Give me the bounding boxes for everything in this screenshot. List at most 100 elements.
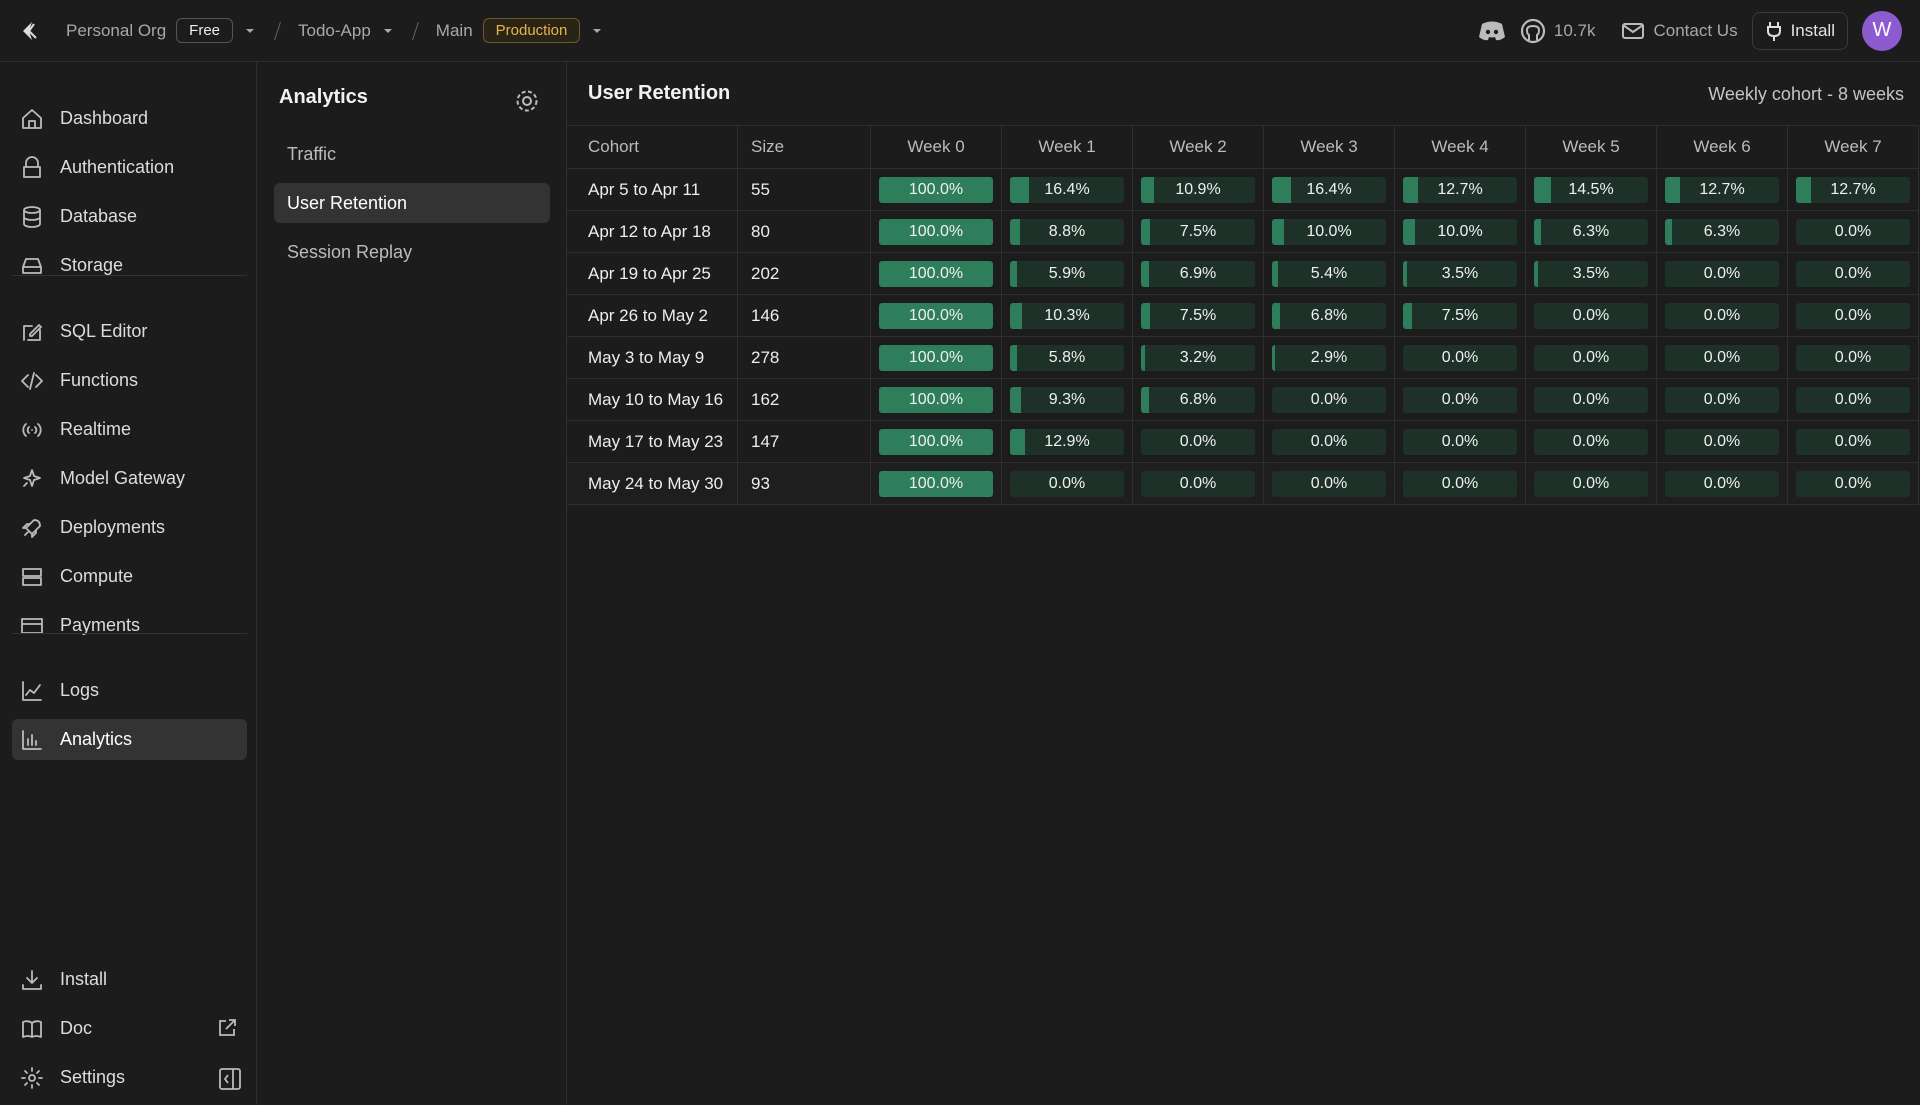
retention-cell: 0.0% <box>1395 379 1526 421</box>
retention-track: 0.0% <box>1665 260 1779 287</box>
retention-cell: 2.9% <box>1264 337 1395 379</box>
retention-cell: 9.3% <box>1002 379 1133 421</box>
nav-label: Doc <box>60 1018 93 1038</box>
retention-label: 0.0% <box>1441 348 1479 366</box>
retention-label: 12.9% <box>1044 432 1090 450</box>
retention-track: 100.0% <box>879 344 993 371</box>
nav-item[interactable]: Storage <box>12 245 247 286</box>
logo[interactable] <box>18 19 42 43</box>
nav-item[interactable]: SQL Editor <box>12 311 247 352</box>
nav-item[interactable]: Deployments <box>12 507 247 548</box>
retention-label: 6.3% <box>1703 222 1741 240</box>
retention-label: 0.0% <box>1441 432 1479 450</box>
breadcrumbs: Personal Org Free Todo-App Main Producti… <box>0 18 1478 43</box>
nav-item[interactable]: Payments <box>12 605 247 646</box>
contact-link[interactable]: Contact Us <box>1621 21 1738 41</box>
retention-track: 16.4% <box>1272 176 1386 203</box>
retention-label: 16.4% <box>1044 180 1090 198</box>
retention-cell: 0.0% <box>1133 463 1264 505</box>
nav-item[interactable]: Compute <box>12 556 247 597</box>
panel-item[interactable]: Traffic <box>287 143 337 164</box>
branch-name[interactable]: Main <box>435 20 473 40</box>
retention-cell: 5.8% <box>1002 337 1133 379</box>
retention-track: 14.5% <box>1534 176 1648 203</box>
divider <box>12 633 247 634</box>
retention-label: 0.0% <box>1572 390 1610 408</box>
retention-bar <box>1010 386 1021 413</box>
nav-item[interactable]: Functions <box>12 360 247 401</box>
retention-track: 12.7% <box>1403 176 1517 203</box>
retention-track: 100.0% <box>879 428 993 455</box>
nav-item[interactable]: Realtime <box>12 409 247 450</box>
dropdown[interactable] <box>381 24 395 38</box>
nav-item[interactable]: Doc <box>12 1008 247 1049</box>
retention-label: 7.5% <box>1179 222 1217 240</box>
panel-item[interactable]: User Retention <box>274 183 550 223</box>
retention-track: 0.0% <box>1534 428 1648 455</box>
column-header: Week 0 <box>871 126 1002 169</box>
retention-label: 14.5% <box>1568 180 1614 198</box>
nav-item[interactable]: Install <box>12 959 247 1000</box>
nav-icon <box>21 371 43 390</box>
retention-cell: 100.0% <box>871 211 1002 253</box>
collapse-icon[interactable] <box>218 1067 242 1091</box>
retention-track: 0.0% <box>1796 260 1910 287</box>
retention-label: 0.0% <box>1834 474 1872 492</box>
retention-label: 100.0% <box>908 180 964 198</box>
top-bar: Personal Org Free Todo-App Main Producti… <box>0 0 1920 62</box>
nav-label: Analytics <box>60 729 133 749</box>
nav-item[interactable]: Model Gateway <box>12 458 247 499</box>
retention-track: 0.0% <box>1272 386 1386 413</box>
nav-item[interactable]: Dashboard <box>12 98 247 139</box>
settings-icon[interactable] <box>514 88 540 114</box>
install-button[interactable]: Install <box>1751 11 1848 50</box>
retention-cell: 12.7% <box>1395 169 1526 211</box>
retention-track: 0.0% <box>1796 386 1910 413</box>
retention-cell: 100.0% <box>871 337 1002 379</box>
retention-track: 10.0% <box>1272 218 1386 245</box>
nav-item[interactable]: Analytics <box>12 719 247 760</box>
nav-label: Model Gateway <box>60 468 186 488</box>
dropdown[interactable] <box>243 24 257 38</box>
retention-bar <box>1272 218 1284 245</box>
retention-track: 0.0% <box>1403 386 1517 413</box>
dropdown[interactable] <box>590 24 604 38</box>
nav-label: Compute <box>60 566 134 586</box>
project-name[interactable]: Todo-App <box>298 20 371 40</box>
retention-bar <box>1534 176 1551 203</box>
nav-item[interactable]: Logs <box>12 670 247 711</box>
nav-item[interactable]: Database <box>12 196 247 237</box>
retention-label: 100.0% <box>908 348 964 366</box>
retention-cell: 12.9% <box>1002 421 1133 463</box>
retention-bar <box>1010 218 1021 245</box>
nav-item[interactable]: Settings <box>12 1057 247 1098</box>
github-link[interactable]: 10.7k <box>1520 18 1595 44</box>
retention-bar <box>1403 260 1408 287</box>
retention-cell: 0.0% <box>1788 463 1919 505</box>
retention-bar <box>1141 218 1150 245</box>
discord-icon[interactable] <box>1478 20 1506 42</box>
retention-bar <box>1796 176 1811 203</box>
retention-track: 7.5% <box>1141 218 1255 245</box>
retention-label: 0.0% <box>1310 390 1348 408</box>
retention-bar <box>879 176 993 203</box>
org-name[interactable]: Personal Org <box>66 20 167 40</box>
retention-bar <box>1665 176 1680 203</box>
panel-item[interactable]: Session Replay <box>287 241 413 262</box>
avatar[interactable]: W <box>1862 10 1902 51</box>
retention-track: 0.0% <box>1141 470 1255 497</box>
retention-label: 6.8% <box>1310 306 1348 324</box>
retention-cell: 0.0% <box>1657 295 1788 337</box>
column-header: Week 6 <box>1657 126 1788 169</box>
retention-track: 0.0% <box>1665 302 1779 329</box>
retention-cell: 0.0% <box>1657 421 1788 463</box>
nav-icon <box>22 257 42 274</box>
column-header: Week 7 <box>1788 126 1919 169</box>
retention-cell: 12.7% <box>1788 169 1919 211</box>
retention-bar <box>879 260 993 287</box>
retention-bar <box>1534 218 1542 245</box>
retention-bar <box>1010 428 1025 455</box>
retention-bar <box>879 344 993 371</box>
nav-item[interactable]: Authentication <box>12 147 247 188</box>
retention-label: 100.0% <box>908 264 964 282</box>
